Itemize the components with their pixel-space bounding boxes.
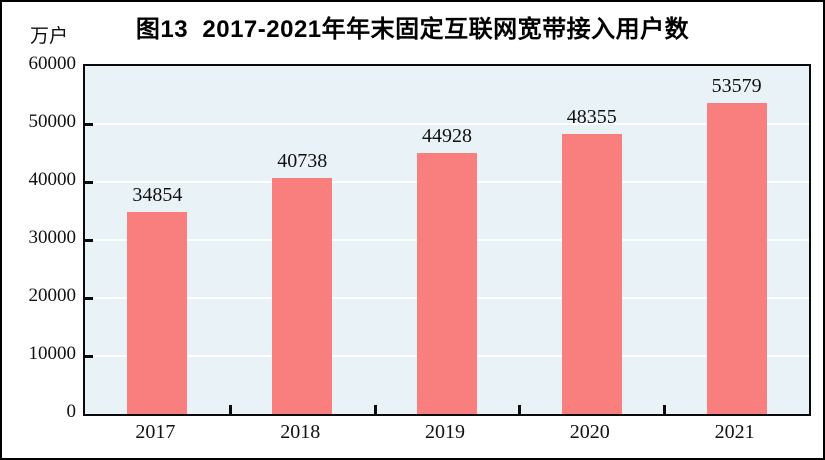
- x-tick-mark: [663, 405, 667, 414]
- y-tick-label: 50000: [28, 111, 77, 132]
- plot-area: 34854 40738 44928 48355 53579: [83, 64, 811, 416]
- bar-2020: [561, 134, 622, 414]
- bar-value-label: 48355: [566, 106, 617, 128]
- x-tick-mark: [518, 405, 522, 414]
- y-tick-label: 30000: [28, 227, 77, 248]
- y-tick-label: 0: [66, 401, 77, 422]
- x-tick-label-2019: 2019: [425, 421, 465, 443]
- y-tick-mark: [85, 355, 93, 358]
- chart-title: 图13 2017-2021年年末固定互联网宽带接入用户数: [135, 16, 690, 43]
- bar-value-label: 40738: [277, 150, 328, 172]
- gridline: [85, 123, 809, 125]
- y-axis-unit-label: 万户: [30, 26, 69, 47]
- y-tick-mark: [85, 123, 93, 126]
- x-tick-label-2017: 2017: [135, 421, 176, 443]
- bar-2017: [127, 212, 188, 414]
- bar-2021: [706, 103, 767, 414]
- bar-value-label: 34854: [132, 184, 183, 206]
- bar-2019: [417, 153, 477, 414]
- y-tick-label: 60000: [28, 53, 77, 74]
- y-tick-label: 20000: [28, 285, 77, 306]
- x-tick-label-2018: 2018: [280, 421, 321, 443]
- bar-value-label: 44928: [422, 125, 472, 147]
- x-tick-label-2021: 2021: [714, 421, 755, 443]
- bar-value-label: 53579: [711, 75, 762, 97]
- y-tick-label: 40000: [28, 169, 77, 190]
- bar-2018: [272, 178, 333, 414]
- y-tick-mark: [85, 239, 93, 242]
- x-tick-label-2020: 2020: [569, 421, 610, 443]
- y-tick-mark: [85, 181, 93, 184]
- y-tick-mark: [85, 297, 93, 300]
- x-tick-mark: [228, 405, 232, 414]
- y-tick-label: 10000: [28, 343, 77, 364]
- x-tick-mark: [373, 405, 377, 414]
